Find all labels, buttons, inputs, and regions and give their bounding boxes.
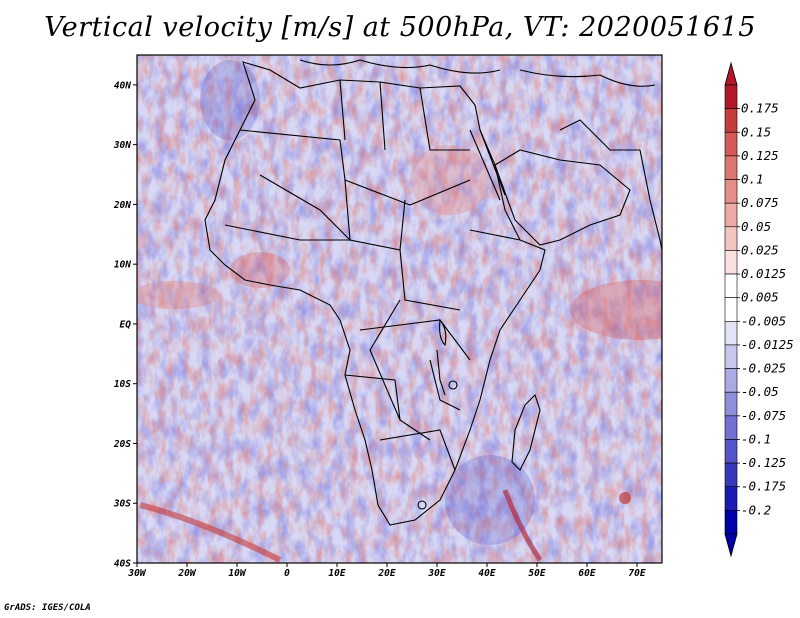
colorbar-segment (724, 131, 738, 157)
colorbar-label: -0.05 (741, 384, 779, 399)
colorbar-segment (724, 108, 738, 133)
colorbar-segment (724, 344, 738, 369)
colorbar-segment (724, 155, 738, 180)
colorbar-label: -0.2 (741, 502, 771, 517)
velocity-field (137, 55, 662, 563)
colorbar-label: 0.1 (741, 172, 764, 187)
colorbar-label: 0.175 (741, 101, 779, 116)
lat-tick-label: EQ (120, 319, 132, 330)
colorbar-segment (724, 439, 738, 464)
colorbar-segment (724, 84, 738, 109)
lat-tick-label: 30N (113, 140, 131, 151)
colorbar-label: 0.15 (741, 124, 771, 139)
colorbar-segment (724, 486, 738, 511)
lon-tick-label: 30E (427, 568, 445, 579)
colorbar-label: -0.0125 (741, 337, 794, 352)
colorbar-segment (724, 368, 738, 393)
colorbar-label: 0.075 (741, 195, 779, 210)
longitude-axis: 30W 20W 10W 0 10E 20E 30E 40E 50E 60E 70E (127, 563, 646, 579)
colorbar-segment (724, 297, 738, 322)
colorbar-segment (724, 250, 738, 275)
colorbar-segment (724, 179, 738, 204)
colorbar-label: -0.125 (741, 455, 786, 470)
coastlines (204, 59, 662, 526)
latitude-axis: 40N 30N 20N 10N EQ 10S 20S 30S 40S (113, 80, 137, 570)
colorbar-label: 0.005 (741, 290, 779, 305)
colorbar-segment (724, 226, 738, 251)
lat-tick-label: 40N (114, 80, 131, 91)
lon-tick-label: 60E (578, 568, 595, 579)
colorbar-label: 0.0125 (741, 266, 786, 281)
colorbar-label: 0.125 (741, 148, 779, 163)
lon-tick-label: 20W (177, 568, 196, 579)
lat-tick-label: 10N (114, 260, 131, 271)
lat-tick-label: 20N (113, 200, 131, 211)
lon-tick-label: 0 (284, 568, 290, 579)
lon-tick-label: 20E (377, 568, 395, 579)
lat-tick-label: 20S (113, 439, 131, 450)
colorbar-label: -0.025 (741, 361, 786, 376)
colorbar-segment (724, 321, 738, 346)
colorbar-segment (724, 462, 738, 488)
grads-credit: GrADS: IGES/COLA (4, 603, 91, 613)
lon-tick-label: 40E (478, 568, 495, 579)
colorbar-segment (724, 273, 738, 298)
colorbar-bottom-arrow (724, 533, 738, 558)
lon-tick-label: 10W (228, 568, 246, 579)
lat-tick-label: 30S (113, 499, 131, 510)
colorbar-segment (724, 391, 738, 417)
colorbar-label: -0.005 (741, 313, 786, 328)
lon-tick-label: 50E (528, 568, 545, 579)
chart-title: Vertical velocity [m/s] at 500hPa, VT: 2… (44, 12, 756, 43)
lat-tick-label: 40S (114, 559, 131, 570)
plot-frame (136, 54, 663, 564)
colorbar-label: -0.075 (741, 408, 786, 423)
colorbar-segment (724, 415, 738, 440)
lat-tick-label: 10S (114, 379, 131, 390)
lon-tick-label: 10E (328, 568, 345, 579)
colorbar-label: 0.025 (741, 242, 779, 257)
colorbar-label: -0.175 (741, 479, 786, 494)
lon-tick-label: 70E (628, 568, 645, 579)
colorbar-segment (724, 202, 738, 228)
colorbar: 0.175 0.15 0.125 0.1 0.075 0.05 0.025 0.0125 0.0… (724, 61, 794, 558)
lon-tick-label: 30W (127, 568, 146, 579)
colorbar-segment (724, 510, 738, 535)
colorbar-label: -0.1 (741, 431, 771, 446)
colorbar-label: 0.05 (741, 219, 771, 234)
colorbar-top-arrow (724, 61, 738, 86)
